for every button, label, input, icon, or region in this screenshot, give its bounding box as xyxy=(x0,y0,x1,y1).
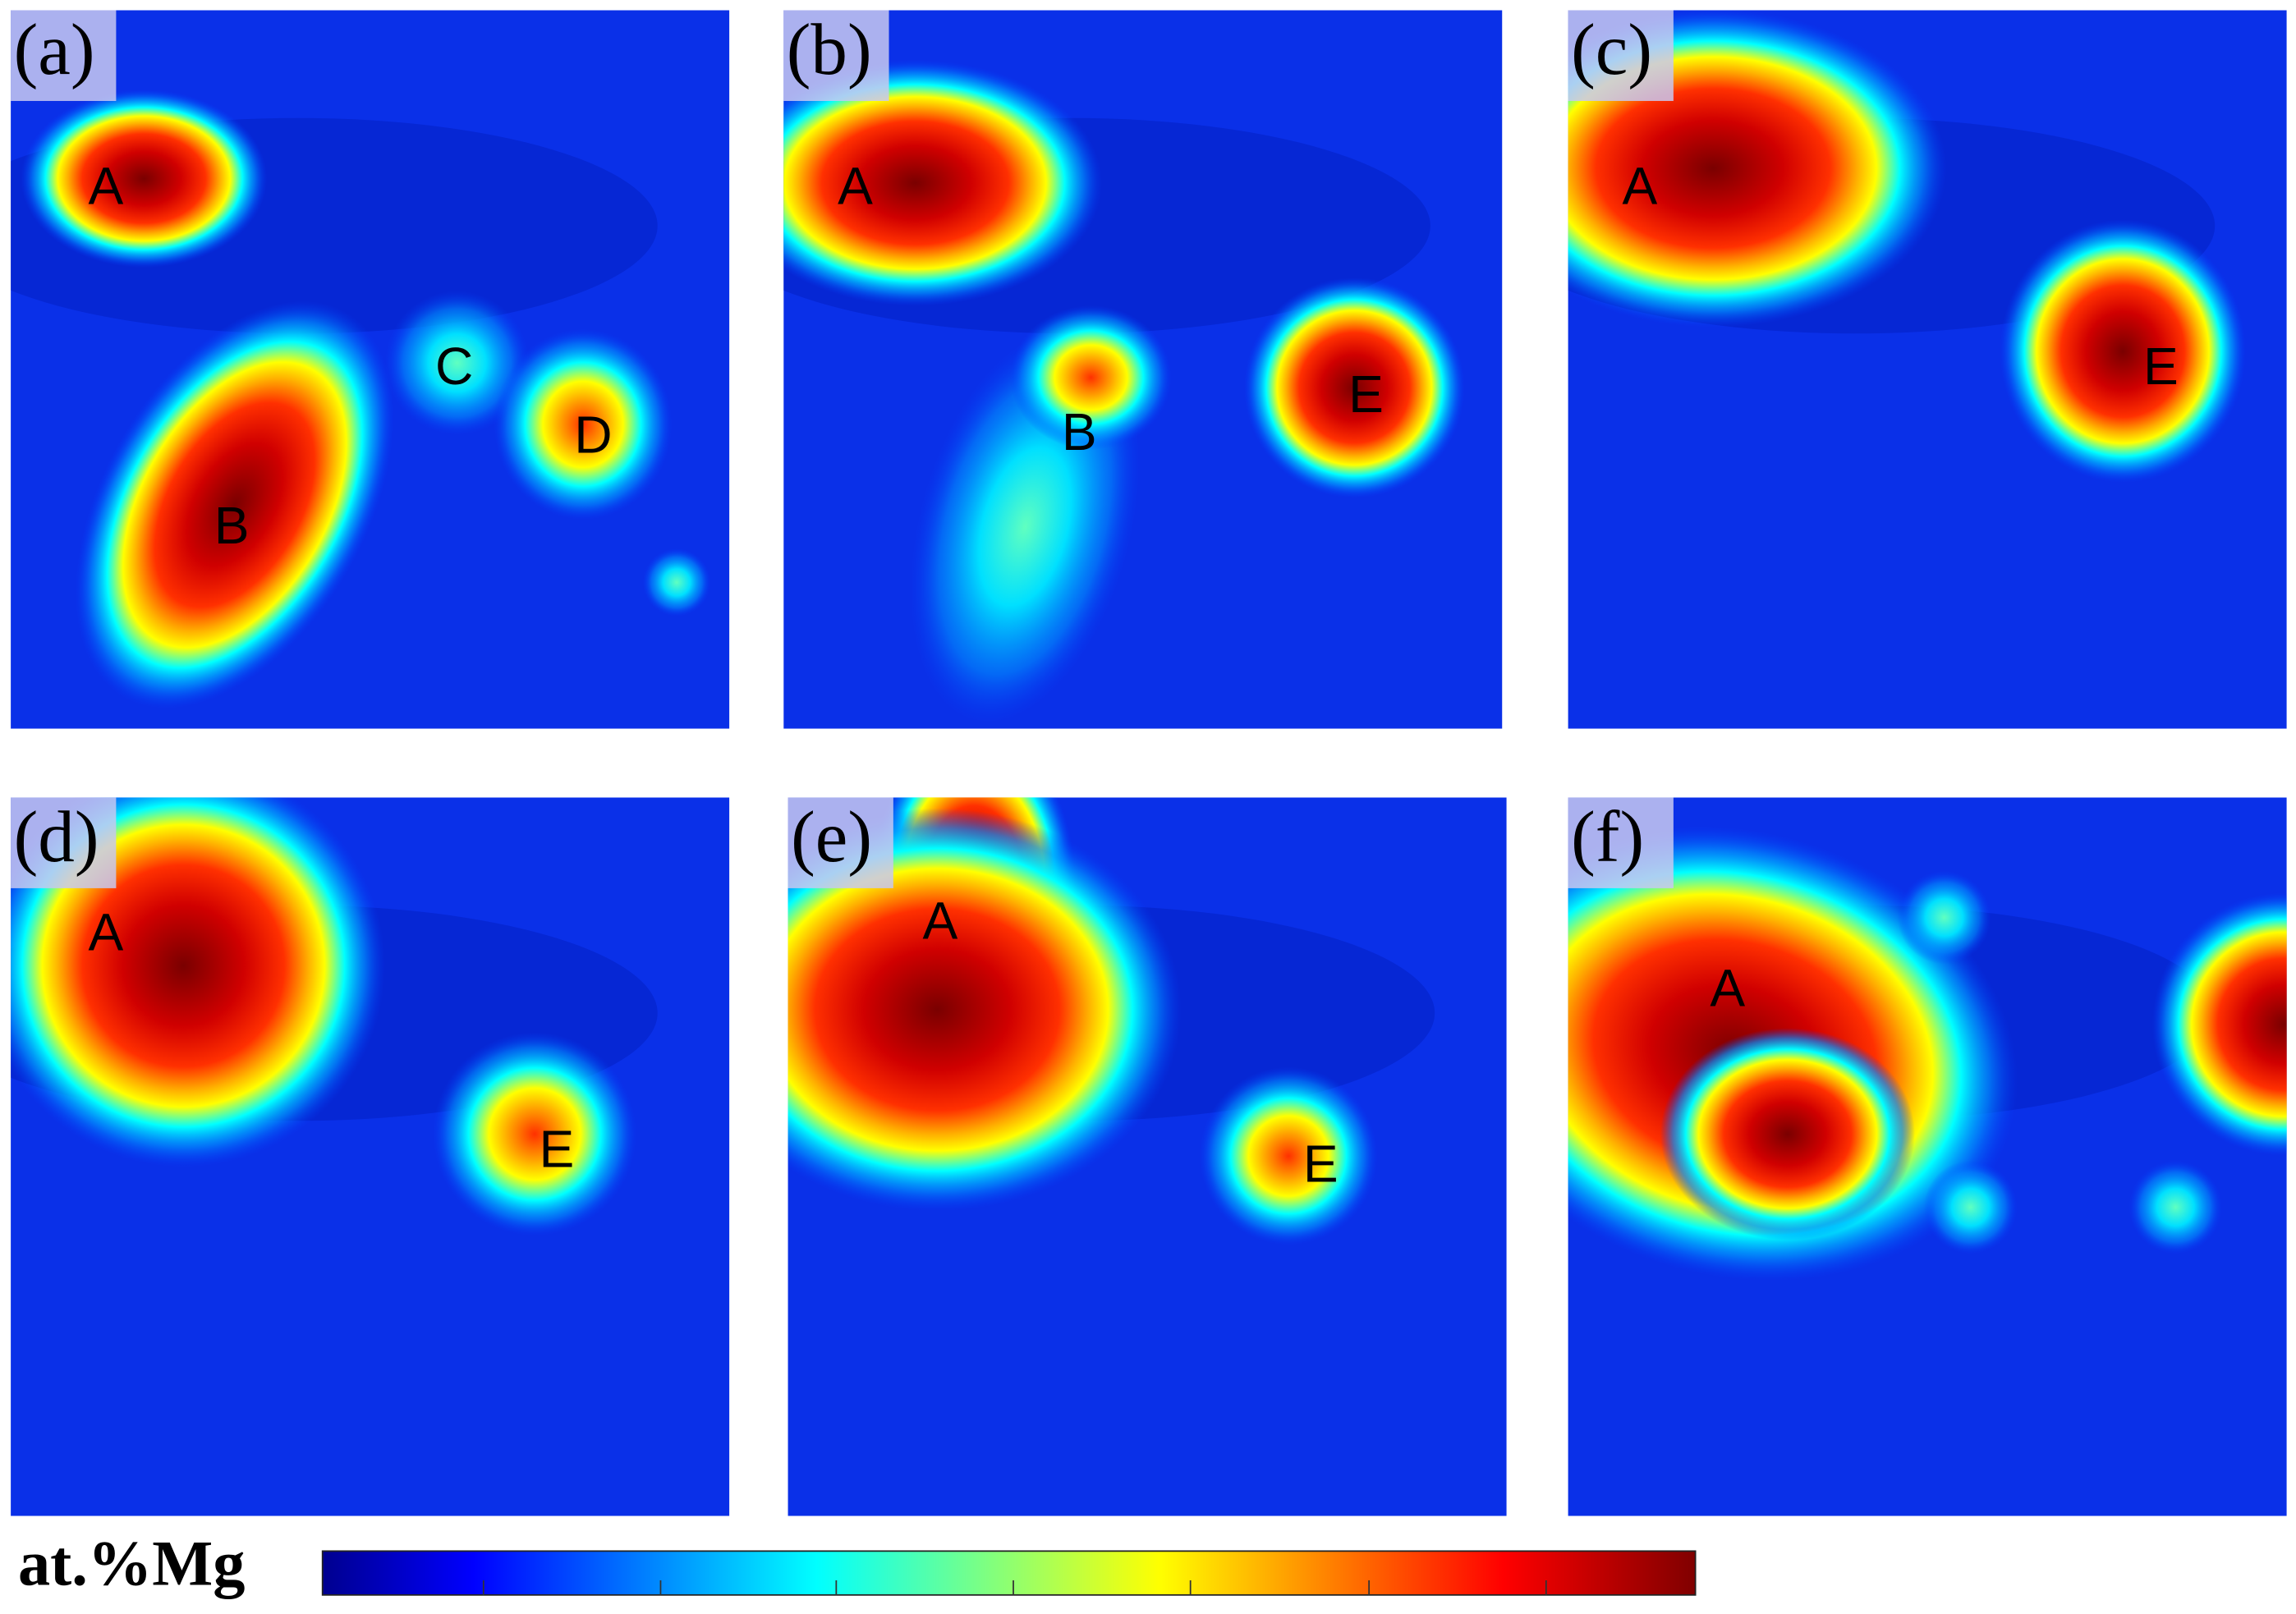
panel: (b) A B E xyxy=(783,10,1503,729)
panel-label-box xyxy=(1568,797,1674,888)
panel-label-box xyxy=(11,797,117,888)
region-marker: E xyxy=(540,1119,575,1178)
map xyxy=(11,797,730,1516)
region-marker: E xyxy=(1303,1134,1339,1193)
panel-label: (f) xyxy=(1571,797,1644,878)
concentration-blob xyxy=(642,548,711,617)
region-marker: A xyxy=(1710,958,1745,1017)
concentration-blob xyxy=(1568,10,1947,328)
region-marker: E xyxy=(1348,365,1384,424)
panel-label: (e) xyxy=(791,797,872,878)
region-marker: C xyxy=(435,337,473,396)
concentration-blob xyxy=(1010,305,1172,450)
concentration-blob xyxy=(1923,1160,2018,1254)
region-marker: E xyxy=(2143,337,2179,396)
concentration-blob xyxy=(2000,219,2246,484)
panel-label: (a) xyxy=(14,10,95,90)
concentration-blob xyxy=(783,59,1102,306)
colorbar-label: at.%Mg xyxy=(18,1528,246,1599)
region-marker: D xyxy=(574,406,612,465)
region-marker: A xyxy=(89,157,124,216)
concentration-blob xyxy=(2151,892,2287,1156)
panel-label-box xyxy=(11,10,117,101)
panel: (f) A xyxy=(1568,797,2287,1516)
map xyxy=(788,797,1507,1516)
region-marker: A xyxy=(1622,157,1657,216)
map xyxy=(1568,797,2287,1516)
panel: (c) A E xyxy=(1568,10,2287,729)
concentration-blob xyxy=(1243,277,1465,498)
colorbar-ticks xyxy=(482,1580,1547,1595)
concentration-blob xyxy=(21,89,268,268)
concentration-blob xyxy=(1897,870,1991,965)
panel-label-box xyxy=(788,797,893,888)
region-marker: A xyxy=(922,891,957,950)
concentration-blob xyxy=(788,808,1182,1212)
concentration-blob xyxy=(1199,1066,1378,1245)
map xyxy=(11,10,730,729)
region-marker: A xyxy=(838,157,873,216)
panel-label-box xyxy=(783,10,889,101)
panel: (d) A E xyxy=(11,797,730,1516)
panel-label: (c) xyxy=(1571,10,1652,90)
region-marker: A xyxy=(89,903,124,962)
concentration-blob xyxy=(433,1032,637,1236)
colorbar xyxy=(321,1550,1697,1596)
concentration-blob xyxy=(384,291,530,435)
panel-label: (d) xyxy=(14,797,99,878)
panel: (a) A B C D xyxy=(11,10,730,729)
concentration-blob xyxy=(75,300,394,709)
concentration-blob xyxy=(2128,1160,2223,1254)
panel: (e) A E xyxy=(788,797,1507,1516)
map xyxy=(783,10,1503,729)
concentration-blob xyxy=(1660,1028,1915,1240)
concentration-blob xyxy=(11,797,385,1167)
region-marker: B xyxy=(214,496,250,555)
region-marker: B xyxy=(1062,402,1097,461)
panel-label-box xyxy=(1568,10,1674,101)
concentration-blob xyxy=(494,328,673,520)
panel-label: (b) xyxy=(787,10,872,90)
